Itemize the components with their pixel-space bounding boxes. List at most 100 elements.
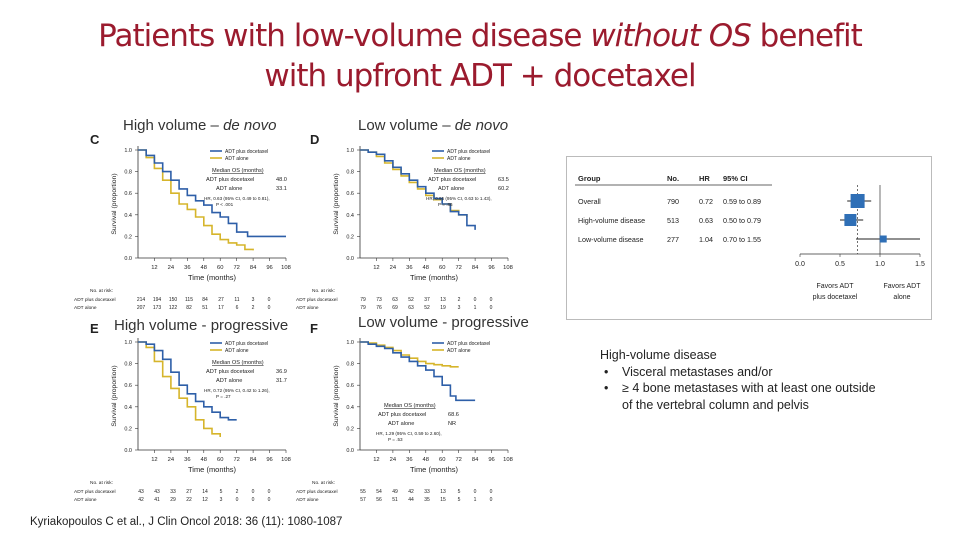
risk-value: 2	[252, 305, 255, 311]
x-axis-label: Time (months)	[410, 465, 459, 474]
y-tick-label: 0.2	[124, 234, 132, 240]
notes-item-1-text: Visceral metastases and/or	[622, 364, 773, 379]
title-line-2: with upfront ADT + docetaxel	[264, 58, 696, 94]
notes-item-2-continued-text: of the vertebral column and pelvis	[622, 397, 809, 412]
median-os-value: 63.5	[498, 177, 509, 183]
risk-value: 0	[268, 297, 271, 303]
risk-value: 42	[138, 497, 144, 503]
risk-value: 214	[137, 297, 146, 303]
risk-row-label: ADT alone	[74, 305, 97, 311]
p-value-text: P = .53	[388, 437, 403, 442]
bullet-icon: •	[604, 364, 609, 379]
panel-c-caption: High volume – de novo	[123, 117, 276, 134]
favors-left-label: plus docetaxel	[813, 294, 858, 301]
x-tick-label: 96	[488, 265, 494, 271]
risk-value: 194	[153, 297, 162, 303]
risk-value: 44	[408, 497, 414, 503]
risk-value: 122	[169, 305, 178, 311]
panel-d-caption-em: de novo	[454, 117, 509, 134]
legend-label: ADT plus docetaxel	[225, 149, 268, 155]
risk-value: 3	[458, 305, 461, 311]
legend-label: ADT plus docetaxel	[447, 341, 490, 347]
panel-c-caption-text: High volume –	[123, 117, 224, 134]
risk-value: 35	[424, 497, 430, 503]
risk-value: 73	[376, 297, 382, 303]
x-tick-label: 48	[423, 265, 429, 271]
forest-hr-box	[844, 214, 857, 226]
risk-value: 42	[408, 489, 414, 495]
forest-row-group: Low-volume disease	[578, 235, 644, 244]
x-tick-label: 108	[503, 457, 513, 463]
risk-value: 0	[268, 305, 271, 311]
x-axis-label: Time (months)	[188, 273, 237, 282]
x-tick-label: 36	[406, 265, 412, 271]
notes-item-2: • ≥ 4 bone metastases with at least one o…	[600, 380, 876, 397]
risk-value: 37	[424, 297, 430, 303]
x-tick-label: 96	[266, 457, 272, 463]
forest-header: Group	[578, 174, 601, 183]
notes-item-2-continued: of the vertebral column and pelvis	[600, 397, 876, 414]
y-tick-label: 0.0	[346, 448, 354, 454]
y-tick-label: 0.0	[346, 256, 354, 262]
risk-value: 33	[424, 489, 430, 495]
definition-notes: High-volume disease • Visceral metastases…	[600, 347, 876, 413]
median-os-value: 36.9	[276, 369, 287, 375]
risk-value: 82	[186, 305, 192, 311]
forest-row-ci: 0.50 to 0.79	[723, 216, 761, 225]
x-axis-label: Time (months)	[188, 465, 237, 474]
y-tick-label: 0.4	[346, 213, 354, 219]
panel-f-caption-text: Low volume - progressive	[358, 314, 529, 331]
y-tick-label: 1.0	[346, 340, 354, 346]
forest-row-ci: 0.70 to 1.55	[723, 235, 761, 244]
forest-hr-box	[850, 194, 865, 208]
median-os-arm: ADT alone	[388, 421, 414, 427]
median-os-value: 68.6	[448, 412, 459, 418]
y-axis-label: Survival (proportion)	[333, 173, 340, 234]
risk-value: 51	[392, 497, 398, 503]
risk-value: 0	[236, 497, 239, 503]
hazard-ratio-text: HR, 0.63 (95% CI, 0.49 to 0.81),	[204, 196, 270, 201]
x-tick-label: 48	[201, 457, 207, 463]
panel-e-caption: High volume - progressive	[114, 317, 288, 334]
km-curve-adt-alone	[360, 341, 459, 368]
risk-value: 0	[490, 489, 493, 495]
legend-label: ADT alone	[447, 156, 471, 162]
median-os-arm: ADT alone	[438, 186, 464, 192]
x-tick-label: 24	[390, 457, 397, 463]
risk-value: 173	[153, 305, 162, 311]
median-os-value: NR	[448, 421, 456, 427]
x-tick-label: 108	[503, 265, 513, 271]
risk-row-label: ADT alone	[296, 497, 319, 503]
notes-heading: High-volume disease	[600, 348, 717, 362]
y-tick-label: 0.8	[124, 362, 132, 368]
panel-f-caption: Low volume - progressive	[358, 314, 529, 331]
risk-value: 1	[474, 305, 477, 311]
x-tick-label: 72	[233, 457, 239, 463]
median-os-header: Median OS (months)	[212, 168, 264, 174]
risk-value: 13	[440, 297, 446, 303]
x-tick-label: 84	[250, 457, 257, 463]
forest-x-tick-label: 0.0	[795, 261, 805, 268]
panel-f-letter: F	[310, 321, 318, 336]
p-value-text: P = .27	[216, 394, 231, 399]
risk-value: 79	[360, 297, 366, 303]
risk-value: 54	[376, 489, 382, 495]
risk-value: 76	[376, 305, 382, 311]
y-tick-label: 0.4	[124, 213, 132, 219]
favors-right-label: alone	[893, 294, 910, 301]
legend-label: ADT alone	[225, 348, 249, 354]
risk-value: 5	[220, 489, 223, 495]
panel-d-caption-text: Low volume –	[358, 117, 455, 134]
km-curve-adt-plus-docetaxel	[360, 341, 476, 402]
risk-value: 3	[220, 497, 223, 503]
km-chart-high-volume-de-novo: 1.00.80.60.40.20.012 24 36 48 60 72 84 96 108Tim…	[74, 146, 291, 311]
median-os-value: 48.0	[276, 177, 287, 183]
forest-row-n: 277	[667, 235, 679, 244]
x-tick-label: 24	[168, 457, 175, 463]
x-tick-label: 48	[201, 265, 207, 271]
risk-value: 33	[170, 489, 176, 495]
risk-value: 41	[154, 497, 160, 503]
risk-value: 2	[458, 297, 461, 303]
risk-value: 29	[170, 497, 176, 503]
median-os-value: 31.7	[276, 378, 287, 384]
